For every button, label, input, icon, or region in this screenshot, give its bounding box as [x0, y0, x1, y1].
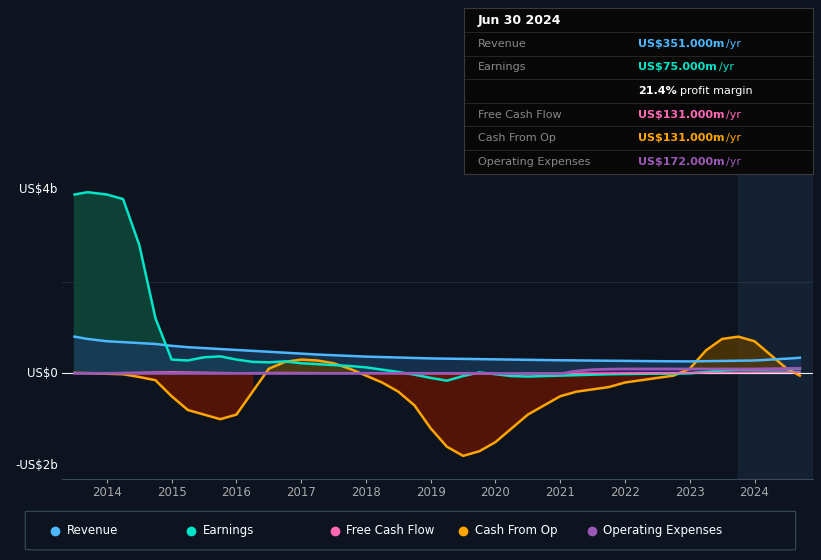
Text: Jun 30 2024: Jun 30 2024: [478, 13, 562, 27]
Text: /yr: /yr: [727, 39, 741, 49]
Text: US$75.000m: US$75.000m: [639, 62, 717, 72]
Text: US$172.000m: US$172.000m: [639, 157, 725, 167]
Text: US$131.000m: US$131.000m: [639, 133, 725, 143]
Text: Revenue: Revenue: [478, 39, 526, 49]
Text: Free Cash Flow: Free Cash Flow: [478, 110, 562, 120]
Text: US$131.000m: US$131.000m: [639, 110, 725, 120]
Text: Free Cash Flow: Free Cash Flow: [346, 524, 434, 537]
Text: Revenue: Revenue: [67, 524, 118, 537]
Text: /yr: /yr: [727, 157, 741, 167]
Text: Earnings: Earnings: [203, 524, 255, 537]
Text: Cash From Op: Cash From Op: [475, 524, 557, 537]
Text: US$0: US$0: [27, 367, 57, 380]
Text: US$351.000m: US$351.000m: [639, 39, 725, 49]
Text: -US$2b: -US$2b: [15, 459, 57, 472]
Text: /yr: /yr: [727, 110, 741, 120]
Text: Earnings: Earnings: [478, 62, 526, 72]
Text: /yr: /yr: [718, 62, 734, 72]
Text: 21.4%: 21.4%: [639, 86, 677, 96]
Bar: [738, 162, 813, 479]
Text: Operating Expenses: Operating Expenses: [478, 157, 590, 167]
Text: profit margin: profit margin: [680, 86, 753, 96]
Text: /yr: /yr: [727, 133, 741, 143]
Text: Operating Expenses: Operating Expenses: [603, 524, 722, 537]
Text: Cash From Op: Cash From Op: [478, 133, 556, 143]
Text: US$4b: US$4b: [20, 184, 57, 197]
